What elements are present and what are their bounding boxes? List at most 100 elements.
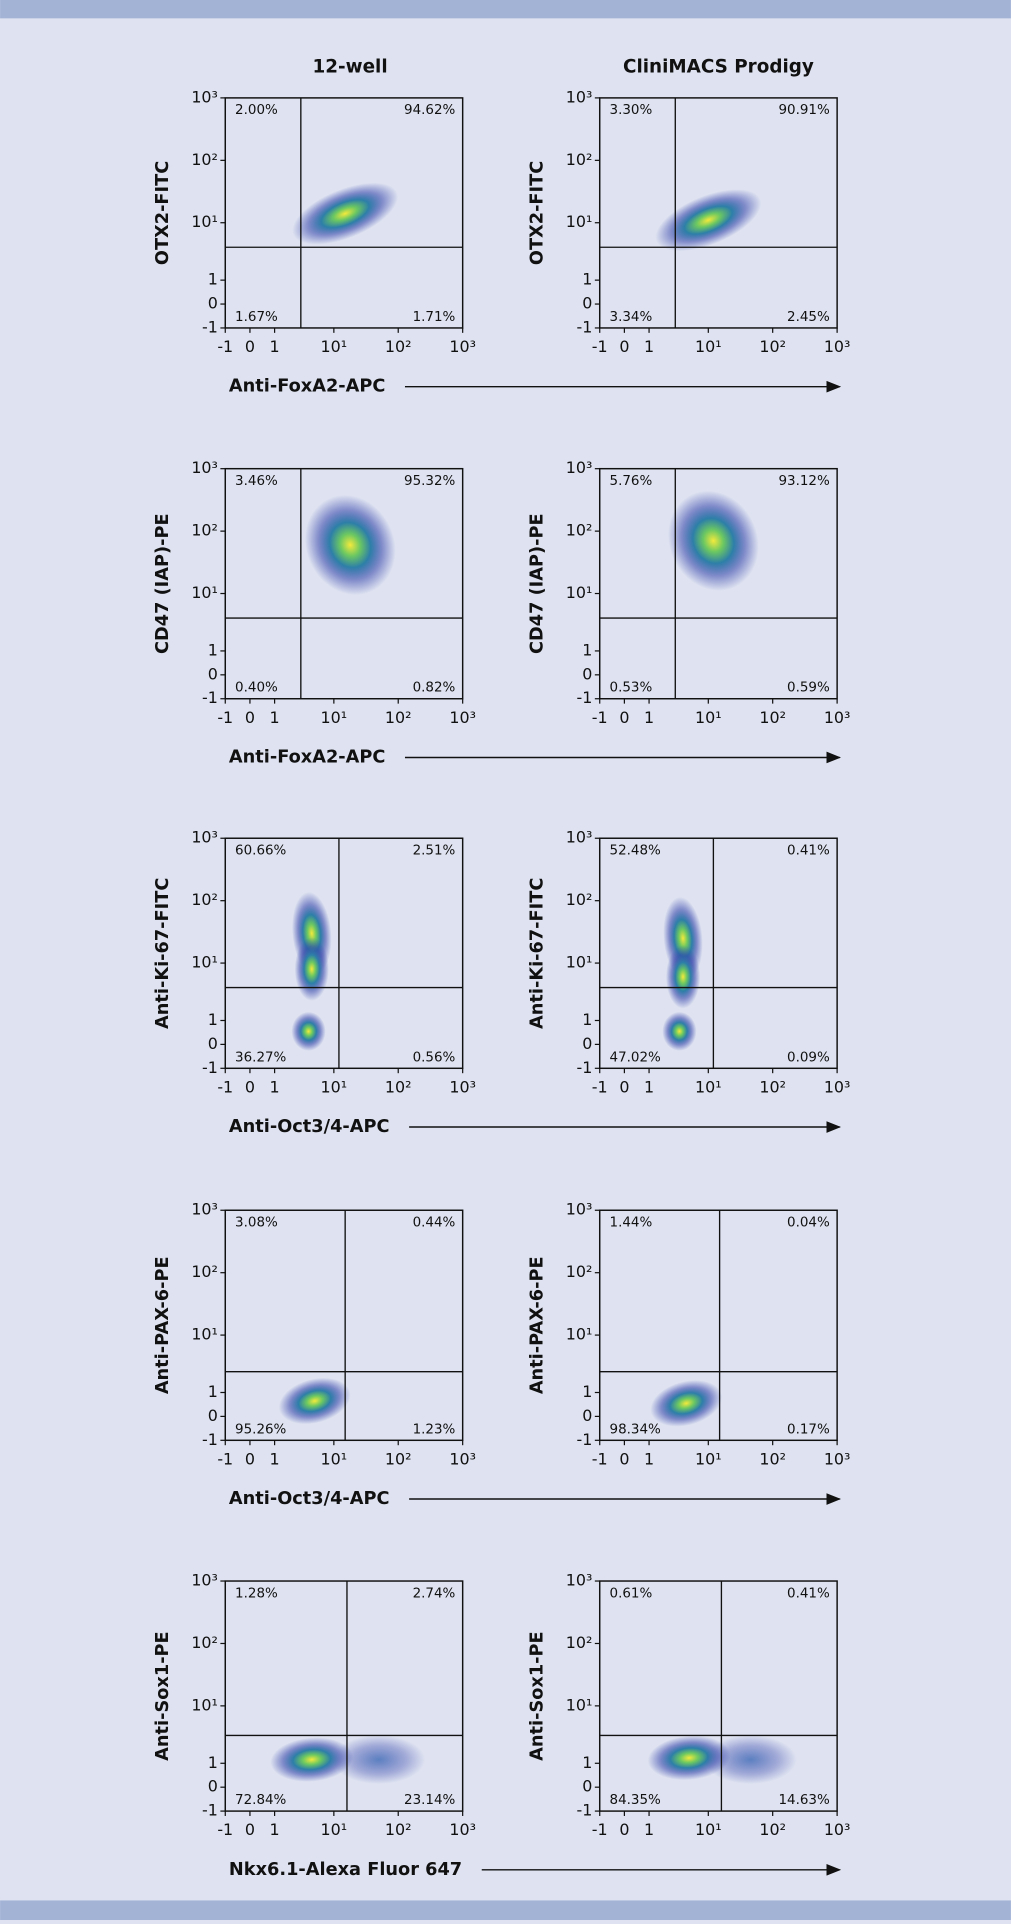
y-tick-label: -1 — [577, 1801, 593, 1820]
density-cloud — [662, 1011, 697, 1051]
quadrant-label: 0.44% — [413, 1215, 456, 1230]
y-tick-label: 0 — [582, 294, 592, 313]
y-tick-label: 10² — [566, 1633, 593, 1652]
x-tick-label: 10² — [385, 337, 412, 356]
y-tick-label: 1 — [208, 1010, 218, 1029]
quadrant-label: 5.76% — [610, 474, 653, 489]
y-tick-label: 10³ — [191, 87, 218, 106]
y-axis-label: OTX2-FITC — [153, 161, 173, 265]
y-tick-label: 0 — [582, 1777, 592, 1796]
x-tick-label: 10³ — [824, 708, 851, 727]
x-tick-label: 10³ — [824, 1449, 851, 1468]
x-tick-label: 10³ — [824, 1820, 851, 1839]
y-tick-label: 10³ — [566, 1571, 593, 1590]
y-tick-label: 10² — [191, 1633, 218, 1652]
x-tick-label: 0 — [619, 708, 629, 727]
quadrant-label: 1.71% — [413, 310, 456, 325]
quadrant-label: 0.61% — [610, 1586, 653, 1601]
y-tick-label: 10¹ — [566, 212, 593, 231]
x-tick-label: 0 — [245, 337, 255, 356]
x-tick-label: 1 — [270, 337, 280, 356]
x-tick-label: 0 — [619, 1820, 629, 1839]
x-tick-label: 0 — [619, 1449, 629, 1468]
x-tick-label: -1 — [217, 1077, 233, 1096]
y-tick-label: -1 — [577, 1058, 593, 1077]
y-tick-label: -1 — [577, 1430, 593, 1449]
y-axis-label: CD47 (IAP)-PE — [527, 513, 547, 654]
plot-frame — [224, 1580, 464, 1812]
x-tick-label: 1 — [270, 1820, 280, 1839]
x-axis-label: Anti-FoxA2-APC — [229, 377, 385, 397]
x-tick-label: 10¹ — [321, 1077, 348, 1096]
x-tick-label: 1 — [270, 708, 280, 727]
y-tick-label: 10¹ — [566, 583, 593, 602]
quadrant-label: 98.34% — [610, 1422, 662, 1437]
y-tick-label: 10² — [191, 1262, 218, 1281]
plot-frame — [224, 1209, 464, 1442]
quadrant-label: 0.41% — [787, 843, 830, 858]
y-axis-label: OTX2-FITC — [527, 161, 547, 265]
x-tick-label: 10¹ — [695, 1449, 722, 1468]
x-tick-label: 1 — [644, 708, 654, 727]
x-tick-label: 10¹ — [321, 708, 348, 727]
quadrant-label: 95.32% — [404, 474, 456, 489]
y-tick-label: 10² — [191, 890, 218, 909]
y-tick-label: 10² — [566, 890, 593, 909]
x-tick-label: 10² — [759, 1077, 786, 1096]
density-cloud — [703, 1735, 797, 1785]
quadrant-label: 93.12% — [778, 474, 830, 489]
x-tick-label: -1 — [592, 1449, 608, 1468]
y-tick-label: 0 — [208, 294, 218, 313]
x-tick-label: 10² — [385, 708, 412, 727]
top-bar — [0, 0, 1011, 19]
y-tick-label: 10³ — [191, 1200, 218, 1219]
x-tick-label: 0 — [245, 1077, 255, 1096]
x-tick-label: -1 — [217, 1449, 233, 1468]
plot-frame — [598, 1209, 838, 1442]
x-tick-label: 10² — [385, 1820, 412, 1839]
quadrant-label: 2.51% — [413, 843, 456, 858]
y-tick-label: 0 — [208, 1777, 218, 1796]
y-tick-label: 1 — [208, 640, 218, 659]
x-axis-label: Anti-Oct3/4-APC — [229, 1117, 390, 1137]
quadrant-label: 0.59% — [787, 681, 830, 696]
quadrant-label: 0.40% — [235, 681, 278, 696]
quadrant-label: 72.84% — [235, 1793, 287, 1808]
density-cloud — [655, 189, 762, 252]
quadrant-label: 95.26% — [235, 1422, 287, 1437]
x-tick-label: 1 — [644, 337, 654, 356]
y-tick-label: 1 — [582, 1010, 592, 1029]
plot-frame — [598, 97, 838, 329]
x-tick-label: 10² — [759, 1449, 786, 1468]
x-tick-label: -1 — [217, 1820, 233, 1839]
y-tick-label: 10¹ — [191, 1325, 218, 1344]
quadrant-label: 47.02% — [610, 1050, 662, 1065]
density-cloud — [332, 1735, 426, 1785]
x-tick-label: -1 — [217, 337, 233, 356]
y-tick-label: 1 — [582, 1382, 592, 1401]
quadrant-label: 1.28% — [235, 1586, 278, 1601]
x-tick-label: -1 — [592, 337, 608, 356]
density-cloud — [294, 937, 329, 1001]
x-tick-label: 1 — [644, 1449, 654, 1468]
quadrant-label: 2.74% — [413, 1586, 456, 1601]
quadrant-label: 0.82% — [413, 681, 456, 696]
y-tick-label: 10¹ — [191, 1695, 218, 1714]
x-tick-label: 0 — [619, 1077, 629, 1096]
x-tick-label: 0 — [245, 1820, 255, 1839]
x-tick-label: 10² — [385, 1077, 412, 1096]
x-tick-label: 10¹ — [321, 1820, 348, 1839]
y-axis-label: Anti-Ki-67-FITC — [527, 878, 547, 1029]
x-tick-label: 10² — [759, 1820, 786, 1839]
plot-frame — [598, 1580, 838, 1812]
y-tick-label: 10³ — [566, 1200, 593, 1219]
y-tick-label: -1 — [202, 317, 218, 336]
x-tick-label: 1 — [270, 1077, 280, 1096]
